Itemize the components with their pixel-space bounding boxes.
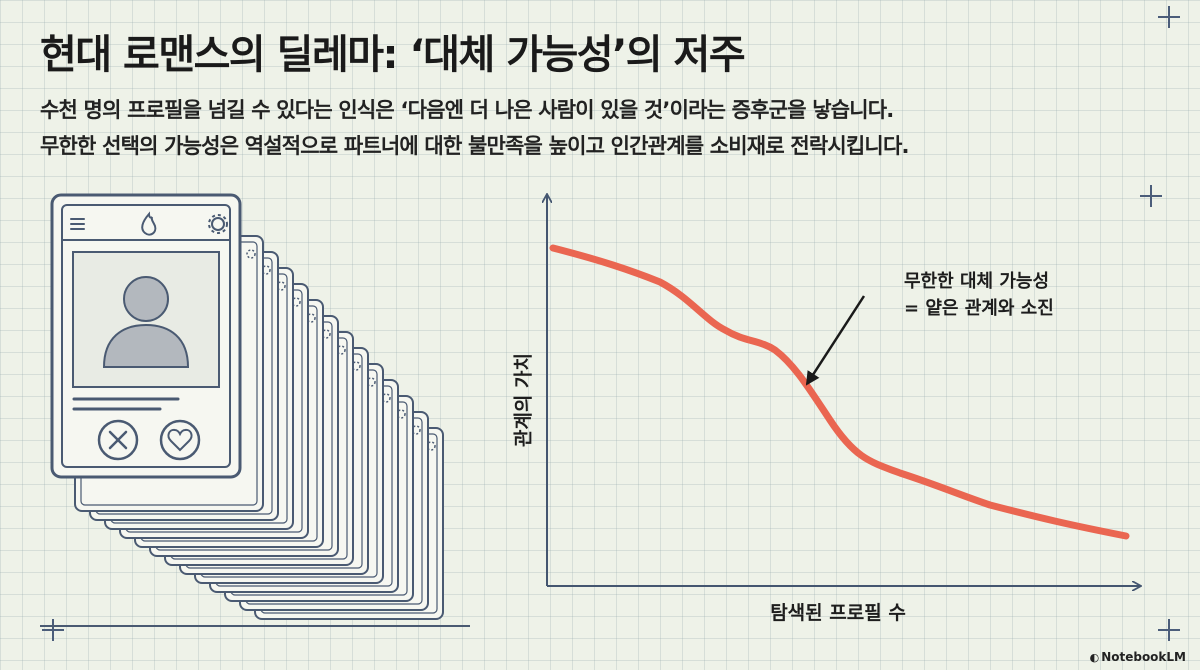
- user-silhouette-icon: [102, 276, 190, 368]
- x-axis-label: 탐색된 프로필 수: [770, 602, 906, 624]
- annotation-arrow: [805, 295, 866, 386]
- value-decline-chart: [490, 180, 1150, 610]
- plus-mark-icon: [1158, 619, 1180, 641]
- annotation-line-2: = 얕은 관계와 소진: [904, 298, 1054, 319]
- menu-icon: [70, 218, 85, 230]
- like-heart-icon: [159, 419, 201, 461]
- reject-x-icon: [97, 419, 139, 461]
- gear-icon: [246, 249, 256, 259]
- y-axis-label: 관계의 가치: [512, 352, 535, 448]
- subtitle-line-1: 수천 명의 프로필을 넘길 수 있다는 인식은 ‘다음엔 더 나은 사람이 있을…: [40, 98, 894, 122]
- notebooklm-logo-icon: ◐: [1089, 651, 1100, 664]
- chart-annotation: 무한한 대체 가능성 = 얕은 관계와 소진: [904, 268, 1054, 322]
- subtitle-line-2: 무한한 선택의 가능성은 역설적으로 파트너에 대한 불만족을 높이고 인간관계…: [40, 134, 909, 158]
- brand-label: NotebookLM: [1101, 650, 1186, 664]
- front-phone: [50, 193, 242, 479]
- subtitle: 수천 명의 프로필을 넘길 수 있다는 인식은 ‘다음엔 더 나은 사람이 있을…: [40, 92, 909, 164]
- page-title: 현대 로맨스의 딜레마: ‘대체 가능성’의 저주: [40, 32, 746, 78]
- plus-mark-icon: [1140, 185, 1162, 207]
- phone-stack-illustration: [40, 193, 470, 627]
- relationship-value-curve: [549, 244, 1130, 540]
- brand-watermark: ◐ NotebookLM: [1090, 650, 1186, 664]
- gear-icon: [208, 214, 228, 234]
- plus-mark-icon: [1158, 6, 1180, 28]
- flame-icon: [141, 211, 157, 236]
- annotation-line-1: 무한한 대체 가능성: [904, 271, 1050, 292]
- plus-mark-icon: [42, 619, 64, 641]
